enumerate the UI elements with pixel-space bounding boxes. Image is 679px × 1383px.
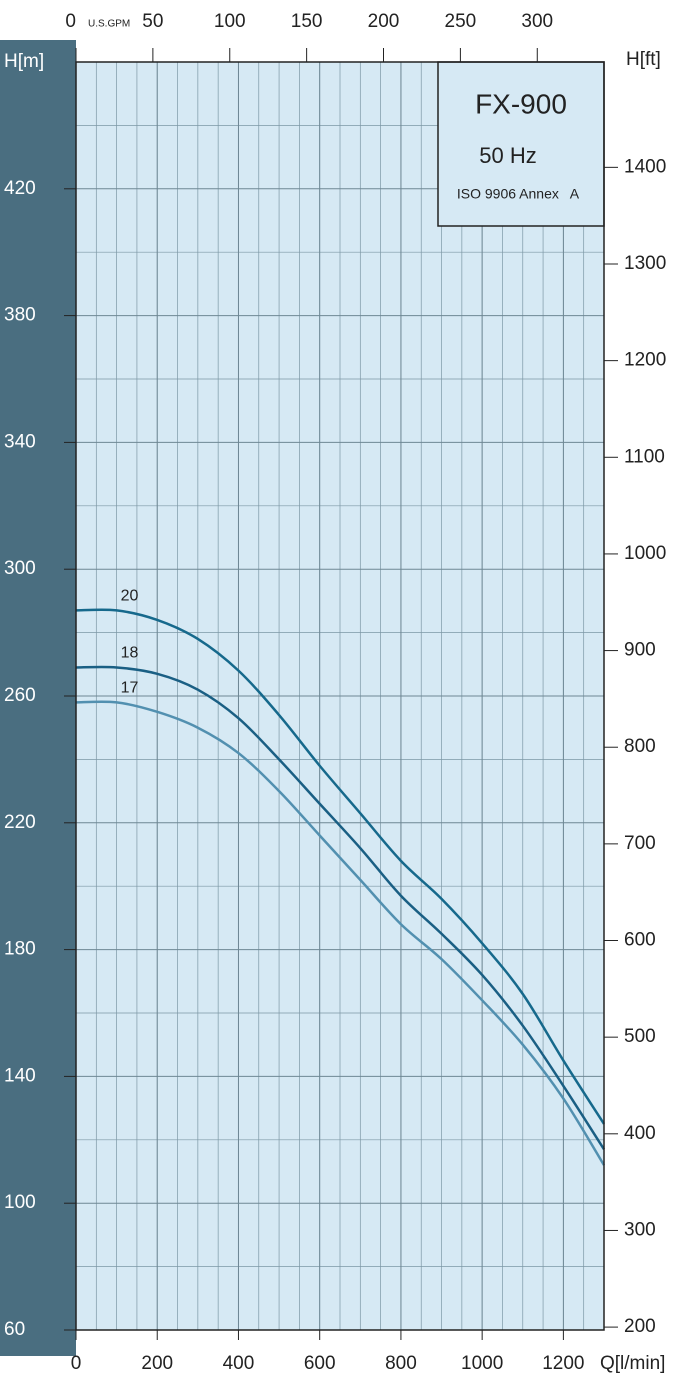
y2-tick-label: 1400 xyxy=(624,156,666,177)
y2-tick-label: 800 xyxy=(624,736,656,757)
y2-tick-label: 1300 xyxy=(624,253,666,274)
y2-tick-label: 500 xyxy=(624,1026,656,1047)
curve xyxy=(75,608,606,1125)
x2-tick-label: 250 xyxy=(445,11,477,32)
x-tick-label: 1200 xyxy=(542,1353,584,1374)
y-tick-label: 140 xyxy=(4,1065,36,1086)
grid xyxy=(75,62,604,1331)
x-axis-label: Q[l/min] xyxy=(600,1353,665,1374)
chart-title: FX-900 xyxy=(475,88,567,119)
y2-tick-label: 200 xyxy=(624,1316,656,1337)
y-tick-label: 100 xyxy=(4,1192,36,1213)
y2-tick-label: 700 xyxy=(624,833,656,854)
y2-tick-label: 1000 xyxy=(624,543,666,564)
y-tick-label: 340 xyxy=(4,431,36,452)
info-box xyxy=(437,61,605,227)
x-tick-label: 600 xyxy=(304,1353,336,1374)
x2-tick-label: 100 xyxy=(214,11,246,32)
x2-tick-label: 300 xyxy=(521,11,553,32)
series-label: 20 xyxy=(121,588,139,605)
y2-tick-label: 300 xyxy=(624,1219,656,1240)
x2-tick-label: 0 xyxy=(65,11,76,32)
y2-tick-label: 400 xyxy=(624,1123,656,1144)
curve xyxy=(75,700,606,1166)
y-tick-label: 420 xyxy=(4,178,36,199)
y2-tick-label: 1100 xyxy=(624,446,665,467)
series-label: 18 xyxy=(121,645,139,662)
curve xyxy=(75,665,606,1150)
x-tick-label: 800 xyxy=(385,1353,417,1374)
y2-tick-label: 600 xyxy=(624,930,656,951)
left-band xyxy=(0,40,76,1356)
y-axis-label: H[m] xyxy=(4,51,44,72)
y-tick-label: 380 xyxy=(4,305,36,326)
x-tick-label: 400 xyxy=(223,1353,255,1374)
series-label: 17 xyxy=(121,680,139,697)
marks: 20 18 17 xyxy=(75,588,606,1166)
subtitle: 50 Hz xyxy=(479,143,536,168)
x2-tick-label: 50 xyxy=(142,11,163,32)
x-tick-label: 200 xyxy=(141,1353,173,1374)
x-tick-label: 0 xyxy=(71,1353,82,1374)
y-tick-label: 300 xyxy=(4,558,36,579)
y2-tick-label: 900 xyxy=(624,640,656,661)
x2-tick-label: 200 xyxy=(368,11,400,32)
x2-axis-label: U.S.GPM xyxy=(88,19,130,30)
y2-tick-label: 1200 xyxy=(624,350,666,371)
y-tick-label: 220 xyxy=(4,812,36,833)
x2-tick-label: 150 xyxy=(291,11,323,32)
y-tick-label: 180 xyxy=(4,939,36,960)
y2-axis-label: H[ft] xyxy=(626,49,661,70)
annotation: ISO 9906 Annex A xyxy=(457,186,580,202)
x-tick-label: 1000 xyxy=(461,1353,503,1374)
y-tick-label: 260 xyxy=(4,685,36,706)
y-tick-label: 60 xyxy=(4,1319,25,1340)
